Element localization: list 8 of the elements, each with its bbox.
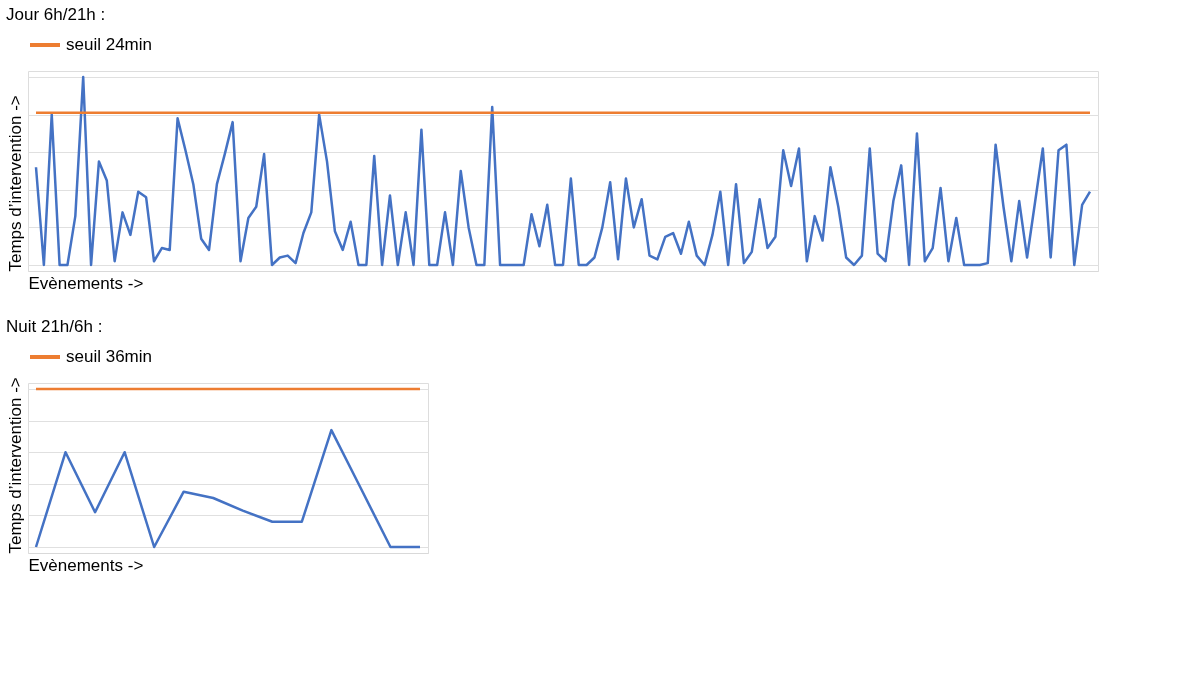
legend-label: seuil 36min [66,347,152,366]
chart-title: Jour 6h/21h : [6,5,106,24]
legend-label: seuil 24min [66,35,152,54]
x-axis-title: Evènements -> [28,273,144,293]
x-axis-title: Evènements -> [28,555,144,575]
chart-title: Nuit 21h/6h : [6,317,103,336]
y-axis-title: Temps d’intervention -> [5,377,25,554]
y-axis-title: Temps d’intervention -> [5,95,25,272]
